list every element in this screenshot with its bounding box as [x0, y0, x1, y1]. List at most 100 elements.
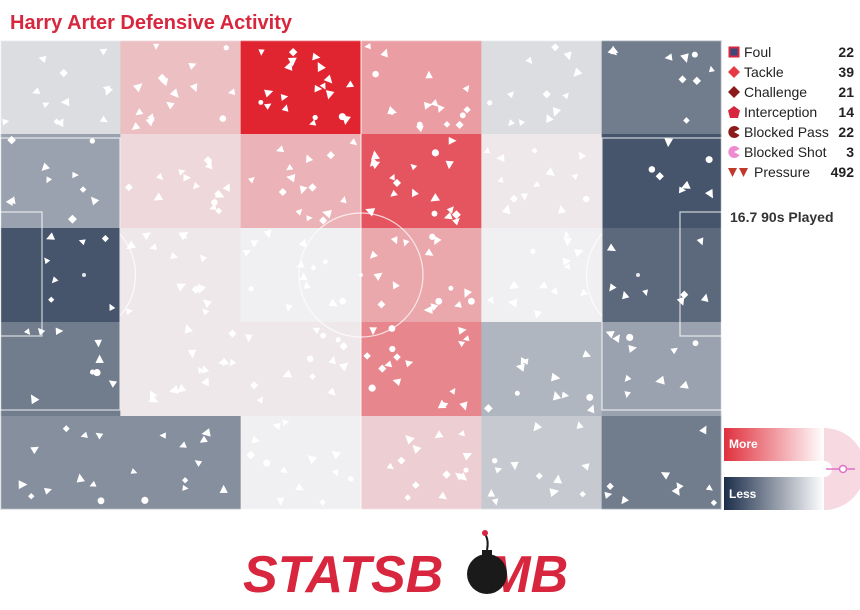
event-marker — [306, 215, 313, 222]
event-marker — [328, 298, 338, 307]
event-marker — [280, 94, 289, 101]
event-marker — [179, 441, 187, 448]
event-marker — [46, 232, 56, 240]
event-marker — [550, 372, 561, 382]
event-marker — [68, 214, 77, 224]
event-marker — [487, 100, 493, 106]
legend-count: 39 — [838, 64, 854, 80]
event-marker — [609, 283, 617, 292]
square-icon — [728, 46, 740, 58]
heatmap-cell — [361, 40, 482, 135]
event-marker — [448, 285, 454, 291]
event-marker — [211, 199, 218, 206]
event-marker — [101, 235, 109, 243]
event-marker — [458, 326, 467, 335]
event-marker — [280, 466, 288, 474]
event-marker — [581, 463, 590, 471]
event-marker — [194, 460, 203, 467]
event-marker — [443, 211, 453, 220]
event-marker — [169, 88, 179, 98]
event-marker — [670, 347, 678, 355]
event-marker — [340, 196, 347, 204]
event-marker — [705, 484, 713, 491]
event-marker — [397, 456, 406, 465]
event-marker — [223, 45, 229, 51]
event-marker — [563, 263, 571, 270]
event-marker — [431, 149, 440, 157]
event-marker — [696, 237, 704, 246]
event-marker — [463, 467, 469, 473]
event-marker — [282, 369, 293, 378]
event-marker — [582, 350, 592, 358]
event-marker — [452, 217, 460, 226]
event-marker — [305, 154, 314, 163]
event-marker — [561, 391, 570, 399]
event-marker — [364, 43, 371, 50]
event-marker — [306, 355, 314, 363]
event-marker — [97, 497, 105, 505]
event-marker — [349, 138, 358, 146]
event-marker — [462, 85, 470, 93]
event-marker — [691, 51, 698, 58]
event-marker — [380, 48, 388, 58]
event-marker — [184, 324, 193, 334]
heatmap-cell — [0, 134, 121, 229]
event-marker — [606, 482, 614, 491]
heatmap-cell — [0, 322, 121, 417]
legend-label: Blocked Shot — [744, 144, 827, 160]
scale-more-label: More — [729, 437, 758, 451]
event-marker — [126, 240, 137, 250]
event-marker — [606, 243, 617, 252]
heatmap-cell — [0, 416, 121, 510]
heatmap-cell — [601, 322, 722, 417]
event-marker — [430, 193, 440, 202]
event-marker — [520, 193, 528, 201]
event-marker — [215, 207, 223, 215]
event-marker — [18, 480, 28, 490]
statsbomb-logo: STATSB MB — [243, 545, 568, 605]
event-marker — [332, 468, 339, 477]
legend-item-blocked-pass: Blocked Pass 22 — [728, 123, 858, 143]
pentagon-icon — [728, 106, 740, 118]
event-marker — [28, 492, 35, 500]
event-marker — [60, 97, 70, 107]
event-marker — [434, 430, 444, 439]
legend-label: Challenge — [744, 84, 808, 100]
event-marker — [445, 160, 454, 170]
event-marker — [388, 325, 396, 332]
bomb-icon — [467, 530, 507, 594]
event-marker — [535, 472, 543, 480]
event-marker — [492, 458, 498, 464]
event-marker — [563, 230, 570, 238]
event-marker — [192, 182, 200, 190]
event-marker — [176, 383, 187, 393]
event-marker — [328, 355, 336, 365]
event-marker — [451, 210, 461, 220]
event-marker — [664, 53, 673, 61]
event-marker — [264, 89, 274, 98]
event-marker — [159, 432, 166, 439]
event-marker — [7, 135, 16, 145]
heatmap-cell — [0, 40, 121, 135]
event-marker — [90, 196, 100, 206]
event-marker — [319, 498, 326, 506]
event-marker — [624, 391, 631, 399]
legend-count: 14 — [838, 104, 854, 120]
event-marker — [458, 340, 466, 348]
event-marker — [491, 498, 499, 506]
event-marker — [518, 118, 526, 126]
event-marker — [222, 183, 230, 192]
left-penalty-box — [0, 137, 121, 411]
event-marker — [710, 499, 718, 506]
event-marker — [389, 173, 395, 181]
event-marker — [89, 369, 96, 375]
event-marker — [170, 252, 179, 260]
event-marker — [276, 497, 285, 506]
event-marker — [325, 90, 335, 100]
event-marker — [312, 114, 318, 121]
heatmap-cell — [481, 228, 603, 323]
legend-count: 22 — [838, 44, 854, 60]
event-marker — [202, 299, 212, 309]
event-marker — [246, 450, 256, 460]
event-marker — [405, 360, 414, 368]
